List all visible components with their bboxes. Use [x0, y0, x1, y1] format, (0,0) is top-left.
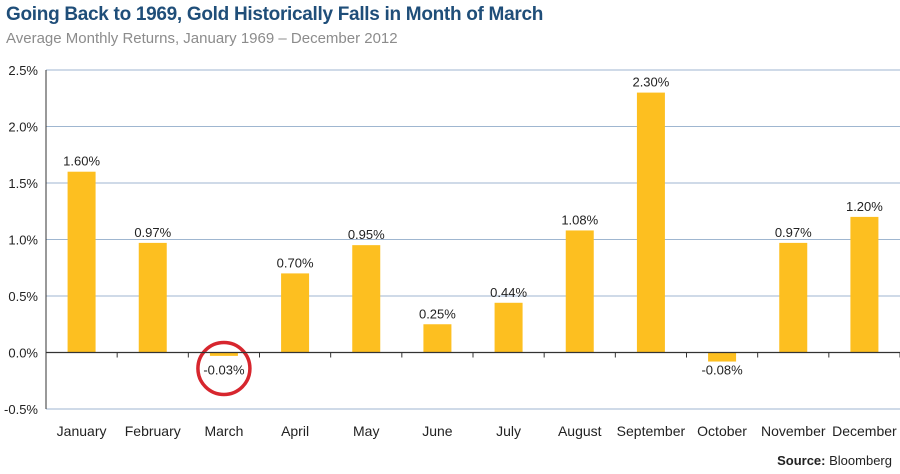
y-tick-label: 0.5%	[8, 289, 38, 304]
highlight-circle	[196, 340, 252, 397]
data-label: 0.97%	[775, 225, 812, 240]
bar-october	[708, 352, 737, 362]
y-tick-label: 0.0%	[8, 346, 38, 361]
x-tick-label: September	[617, 423, 686, 439]
bar-september	[636, 92, 665, 353]
x-tick-label: August	[558, 423, 602, 439]
chart-subtitle: Average Monthly Returns, January 1969 – …	[6, 30, 398, 47]
y-tick-label: 1.0%	[8, 233, 38, 248]
x-tick-label: May	[353, 423, 379, 439]
y-tick-label: 2.0%	[8, 120, 38, 135]
bar-june	[423, 324, 452, 353]
x-tick-label: June	[422, 423, 453, 439]
data-label: 1.20%	[846, 199, 883, 214]
bar-february	[138, 242, 167, 353]
data-label: 0.95%	[348, 227, 385, 242]
data-label: 1.08%	[561, 212, 598, 227]
x-tick-label: February	[125, 423, 181, 439]
data-label: 0.44%	[490, 285, 527, 300]
bar-april	[281, 273, 310, 353]
source-value: Bloomberg	[829, 453, 892, 468]
x-tick-label: October	[697, 423, 747, 439]
x-tick-label: July	[496, 423, 521, 439]
bar-november	[779, 242, 808, 353]
x-tick-label: December	[832, 423, 897, 439]
data-label: 0.25%	[419, 306, 456, 321]
data-label: 0.97%	[134, 225, 171, 240]
bar-march	[209, 352, 238, 356]
source-label: Source:	[777, 453, 826, 468]
y-tick-label: -0.5%	[4, 402, 38, 417]
data-label: -0.03%	[203, 363, 245, 378]
bar-july	[494, 302, 523, 353]
bar-may	[352, 245, 381, 353]
x-tick-label: March	[204, 423, 243, 439]
data-label: 2.30%	[632, 75, 669, 90]
chart-title: Going Back to 1969, Gold Historically Fa…	[6, 4, 544, 25]
data-label: 0.70%	[277, 255, 314, 270]
x-tick-label: November	[761, 423, 826, 439]
data-label: 1.60%	[63, 154, 100, 169]
x-tick-label: January	[57, 423, 107, 439]
bar-january	[67, 171, 96, 353]
bar-december	[850, 216, 879, 353]
data-label: -0.08%	[701, 363, 743, 378]
x-tick-label: April	[281, 423, 309, 439]
y-tick-label: 1.5%	[8, 176, 38, 191]
source-note: Source: Bloomberg	[777, 453, 892, 468]
y-tick-label: 2.5%	[8, 63, 38, 78]
bar-august	[565, 230, 594, 353]
